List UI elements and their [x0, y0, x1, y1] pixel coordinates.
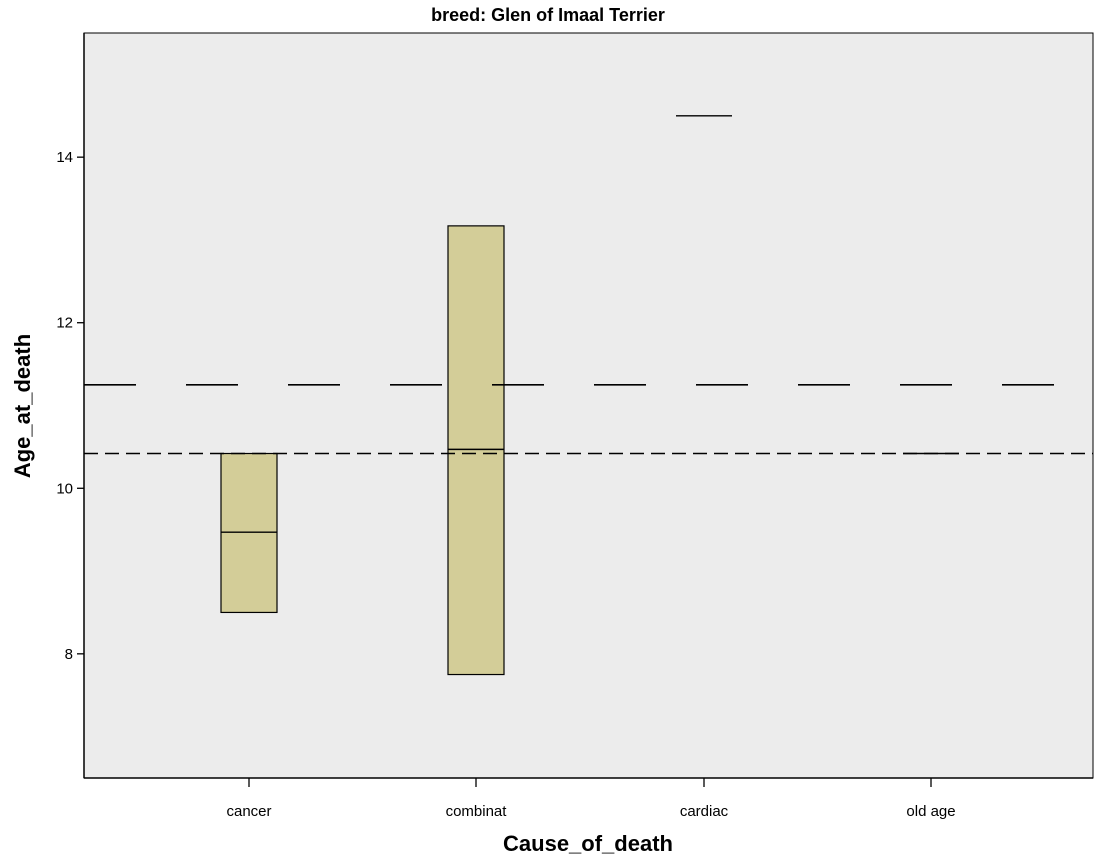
- plot-area: [83, 32, 1094, 779]
- x-tick-label-cardiac: cardiac: [680, 803, 729, 820]
- y-axis-label: Age_at_death: [10, 334, 35, 478]
- y-tick-label-8: 8: [65, 646, 73, 663]
- y-tick-label-14: 14: [56, 149, 73, 166]
- box-cancer: [220, 452, 278, 614]
- x-ticks-group: cancer combinat cardiac old age: [226, 778, 956, 820]
- chart-title: breed: Glen of Imaal Terrier: [431, 5, 665, 25]
- box-combinat: [447, 225, 505, 676]
- x-tick-label-cancer: cancer: [226, 803, 271, 820]
- y-ticks-group: 8 10 12 14: [56, 149, 84, 663]
- x-tick-label-old-age: old age: [906, 803, 955, 820]
- x-axis-label: Cause_of_death: [503, 831, 673, 856]
- reference-lines-group: [84, 384, 1093, 455]
- x-tick-label-combinat: combinat: [446, 803, 508, 820]
- y-tick-label-12: 12: [56, 315, 73, 332]
- y-tick-label-10: 10: [56, 480, 73, 497]
